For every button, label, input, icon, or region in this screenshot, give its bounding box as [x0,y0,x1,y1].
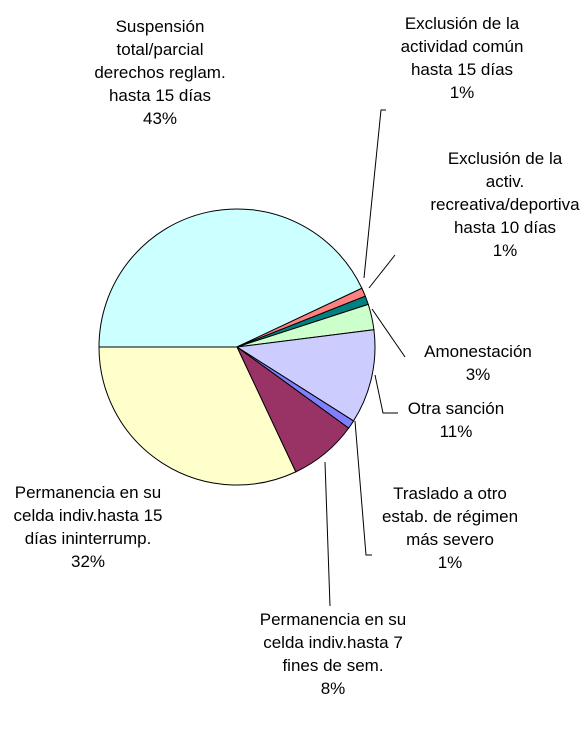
category-label: Permanencia en su celda indiv.hasta 7 fi… [259,610,407,675]
category-label: Exclusión de la activ. recreativa/deport… [430,149,580,237]
category-label: Exclusión de la actividad común hasta 15… [400,14,524,79]
value-label: 1% [449,83,475,102]
category-label: Suspensión total/parcial derechos reglam… [94,17,226,105]
value-label: 8% [320,679,346,698]
leader-line [324,461,331,607]
slice-label: Amonestación 3% [403,340,553,386]
value-label: 1% [492,241,518,260]
pie-slice [98,208,363,348]
slice-label: Permanencia en su celda indiv.hasta 15 d… [8,481,168,573]
pie-slice [98,346,297,486]
slice-label: Exclusión de la activ. recreativa/deport… [430,147,580,262]
pie-slice [235,329,376,422]
slice-label: Permanencia en su celda indiv.hasta 7 fi… [253,608,413,700]
slice-label: Otra sanción 11% [381,397,531,443]
leader-line [363,109,386,279]
category-label: Permanencia en su celda indiv.hasta 15 d… [13,483,163,548]
value-label: 43% [142,109,178,128]
leader-line [371,308,406,358]
category-label: Amonestación [424,342,532,361]
value-label: 1% [437,553,463,572]
leader-line [374,374,398,414]
leader-line [368,254,396,289]
leader-lines [324,109,406,607]
slice-label: Traslado a otro estab. de régimen más se… [375,482,525,574]
category-label: Otra sanción [407,399,505,418]
category-label: Traslado a otro estab. de régimen más se… [381,484,519,549]
value-label: 3% [465,365,491,384]
slice-label: Suspensión total/parcial derechos reglam… [93,15,228,130]
value-label: 32% [70,552,106,571]
slice-label: Exclusión de la actividad común hasta 15… [387,12,537,104]
leader-line [354,420,372,556]
value-label: 11% [439,422,473,441]
